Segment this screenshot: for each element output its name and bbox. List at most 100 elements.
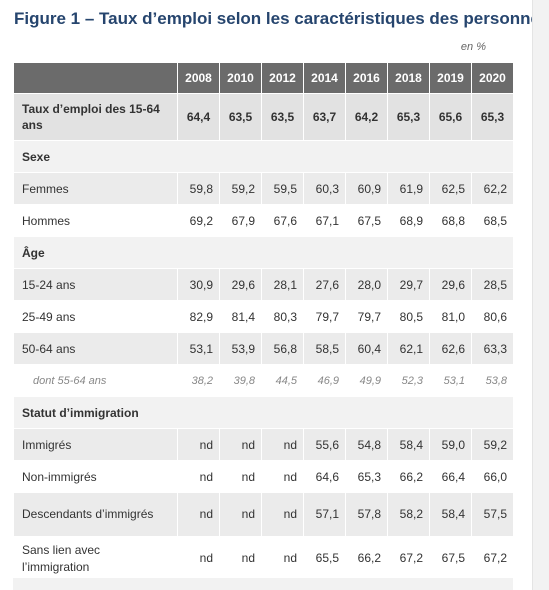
value-cell: 67,9 — [219, 204, 262, 237]
table-row: Descendants d’immigrés nd nd nd 57,1 57,8 58,2… — [13, 492, 514, 537]
value-cell: 59,8 — [177, 172, 220, 205]
table-row: 25-49 ans 82,9 81,4 80,3 79,7 79,7 80,5 81,0 80,… — [13, 300, 514, 333]
value-cell: 64,2 — [345, 93, 388, 141]
value-cell: 67,5 — [345, 204, 388, 237]
value-cell: 68,8 — [429, 204, 472, 237]
value-cell: 68,5 — [471, 204, 514, 237]
value-cell: 28,5 — [471, 268, 514, 301]
value-cell: 54,8 — [345, 428, 388, 461]
year-header-2020: 2020 — [471, 62, 514, 94]
year-header-2018: 2018 — [387, 62, 430, 94]
value-cell: 27,6 — [303, 268, 346, 301]
value-cell: 61,9 — [387, 172, 430, 205]
value-cell: 67,5 — [429, 536, 472, 581]
table-row-total: Taux d’emploi des 15-64 ans 64,4 63,5 63,5 6… — [13, 93, 514, 141]
value-cell: 62,6 — [429, 332, 472, 365]
value-cell: 67,1 — [303, 204, 346, 237]
value-cell: 66,2 — [387, 460, 430, 493]
value-cell: 60,4 — [345, 332, 388, 365]
vertical-scrollbar[interactable] — [532, 0, 549, 590]
table-row: Immigrés nd nd nd 55,6 54,8 58,4 59,0 59,2 — [13, 428, 514, 461]
table-row: Femmes 59,8 59,2 59,5 60,3 60,9 61,9 62,5 62,2 — [13, 172, 514, 205]
table-row: Non-immigrés nd nd nd 64,6 65,3 66,2 66,4 66,0 — [13, 460, 514, 493]
value-cell: 63,3 — [471, 332, 514, 365]
value-cell: 65,5 — [303, 536, 346, 581]
value-cell: 64,4 — [177, 93, 220, 141]
value-cell: 67,6 — [261, 204, 304, 237]
value-cell: 66,2 — [345, 536, 388, 581]
value-cell: 62,5 — [429, 172, 472, 205]
value-cell: 46,9 — [303, 364, 346, 397]
value-cell: 30,9 — [177, 268, 220, 301]
next-section-row — [13, 578, 513, 590]
value-cell: 29,6 — [429, 268, 472, 301]
value-cell: nd — [261, 460, 304, 493]
value-cell: 65,6 — [429, 93, 472, 141]
year-header-2010: 2010 — [219, 62, 262, 94]
row-label: 50-64 ans — [13, 332, 178, 365]
value-cell: nd — [219, 492, 262, 537]
unit-note: en % — [460, 41, 486, 53]
value-cell: 58,4 — [387, 428, 430, 461]
value-cell: 59,5 — [261, 172, 304, 205]
value-cell: 67,2 — [387, 536, 430, 581]
value-cell: 81,0 — [429, 300, 472, 333]
row-label: Non-immigrés — [13, 460, 178, 493]
value-cell: 59,2 — [219, 172, 262, 205]
value-cell: nd — [219, 536, 262, 581]
employment-rate-table: 2008 2010 2012 2014 2016 2018 2019 2020 Taux d’… — [13, 62, 514, 581]
value-cell: 60,9 — [345, 172, 388, 205]
value-cell: 69,2 — [177, 204, 220, 237]
header-label-cell — [13, 62, 178, 94]
value-cell: 53,1 — [429, 364, 472, 397]
value-cell: 44,5 — [261, 364, 304, 397]
value-cell: 53,8 — [471, 364, 514, 397]
value-cell: 65,3 — [345, 460, 388, 493]
section-label: Âge — [13, 236, 514, 269]
value-cell: 68,9 — [387, 204, 430, 237]
value-cell: 63,5 — [261, 93, 304, 141]
value-cell: 80,6 — [471, 300, 514, 333]
row-label: Femmes — [13, 172, 178, 205]
year-header-2019: 2019 — [429, 62, 472, 94]
row-label: 15-24 ans — [13, 268, 178, 301]
value-cell: 55,6 — [303, 428, 346, 461]
value-cell: 67,2 — [471, 536, 514, 581]
row-label: Hommes — [13, 204, 178, 237]
table-row: dont 55-64 ans 38,2 39,8 44,5 46,9 49,9 52,3 53… — [13, 364, 514, 397]
value-cell: 59,2 — [471, 428, 514, 461]
value-cell: 29,7 — [387, 268, 430, 301]
value-cell: 79,7 — [303, 300, 346, 333]
value-cell: 63,5 — [219, 93, 262, 141]
value-cell: nd — [177, 428, 220, 461]
value-cell: nd — [177, 460, 220, 493]
value-cell: 82,9 — [177, 300, 220, 333]
year-header-2016: 2016 — [345, 62, 388, 94]
figure-title: Figure 1 – Taux d’emploi selon les carac… — [14, 9, 549, 28]
value-cell: 80,5 — [387, 300, 430, 333]
row-label: Taux d’emploi des 15-64 ans — [13, 93, 178, 141]
value-cell: nd — [177, 536, 220, 581]
value-cell: nd — [177, 492, 220, 537]
row-label: 25-49 ans — [13, 300, 178, 333]
value-cell: 58,2 — [387, 492, 430, 537]
table-section-header: Statut d’immigration — [13, 396, 514, 429]
value-cell: 58,5 — [303, 332, 346, 365]
value-cell: nd — [261, 428, 304, 461]
table-section-header: Âge — [13, 236, 514, 269]
year-header-2014: 2014 — [303, 62, 346, 94]
value-cell: 65,3 — [471, 93, 514, 141]
value-cell: 80,3 — [261, 300, 304, 333]
table-row: Hommes 69,2 67,9 67,6 67,1 67,5 68,9 68,8 68,5 — [13, 204, 514, 237]
table-body: Taux d’emploi des 15-64 ans 64,4 63,5 63,5 6… — [13, 93, 514, 581]
value-cell: 53,1 — [177, 332, 220, 365]
value-cell: 58,4 — [429, 492, 472, 537]
value-cell: nd — [219, 460, 262, 493]
table-row: Sans lien avec l’immigration nd nd nd 65,5 66… — [13, 536, 514, 581]
header-row: 2008 2010 2012 2014 2016 2018 2019 2020 — [13, 62, 514, 94]
value-cell: 57,5 — [471, 492, 514, 537]
value-cell: 52,3 — [387, 364, 430, 397]
value-cell: 63,7 — [303, 93, 346, 141]
row-label: Immigrés — [13, 428, 178, 461]
